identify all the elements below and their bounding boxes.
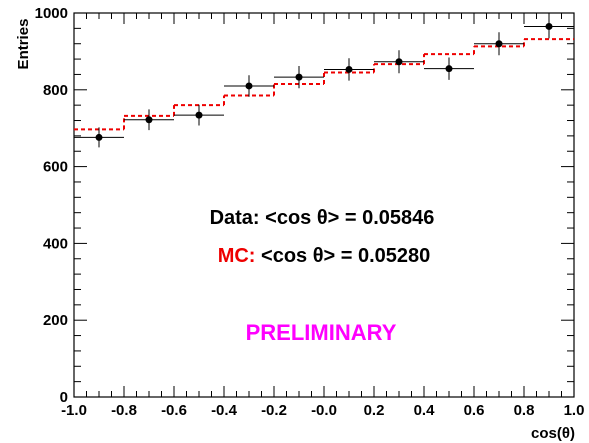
data-point <box>395 58 403 66</box>
x-tick-label: 0.8 <box>514 402 535 419</box>
x-tick-label: 0.2 <box>364 402 385 419</box>
mc-mean-prefix: MC: <box>218 245 261 267</box>
data-mean-value: <cos θ> = 0.05846 <box>265 207 434 229</box>
data-points <box>74 14 574 148</box>
y-tick-label: 600 <box>43 159 68 176</box>
mc-mean-annotation: MC: <cos θ> = 0.05280 <box>218 245 431 267</box>
x-tick-label: -1.0 <box>61 402 87 419</box>
x-tick-label: -0.6 <box>161 402 187 419</box>
data-point <box>345 65 353 73</box>
preliminary-label: PRELIMINARY <box>246 320 397 345</box>
data-point <box>145 116 153 124</box>
x-tick-label: 0.6 <box>464 402 485 419</box>
x-tick-label: -0.4 <box>211 402 238 419</box>
x-tick-label: -0.2 <box>261 402 287 419</box>
x-tick-labels: -1.0 -0.8 -0.6 -0.4 -0.2 -0.0 0.2 0.4 0.6 0.8 1.0 <box>61 402 584 419</box>
data-point <box>495 40 503 48</box>
y-tick-label: 800 <box>43 82 68 99</box>
data-point <box>545 22 553 30</box>
y-axis-label: Entries <box>15 19 32 70</box>
mc-mean-value: <cos θ> = 0.05280 <box>261 245 430 267</box>
data-point <box>95 133 103 141</box>
y-tick-label: 0 <box>60 389 68 406</box>
axis-ticks <box>73 12 575 398</box>
x-tick-label: 0.4 <box>414 402 436 419</box>
data-mean-annotation: Data: <cos θ> = 0.05846 <box>210 207 435 229</box>
x-tick-label: -0.0 <box>311 402 337 419</box>
data-point <box>245 82 253 90</box>
data-point <box>445 65 453 73</box>
y-tick-labels: 0 200 400 600 800 1000 <box>35 5 68 406</box>
y-tick-label: 400 <box>43 235 68 252</box>
preliminary-text: PRELIMINARY <box>246 320 397 345</box>
data-point <box>295 73 303 81</box>
y-tick-label: 1000 <box>35 5 68 22</box>
x-tick-label: -0.8 <box>111 402 137 419</box>
data-mean-prefix: Data: <box>210 207 266 229</box>
y-tick-label: 200 <box>43 312 68 329</box>
data-point <box>195 111 203 119</box>
x-axis-label: cos(θ) <box>531 425 575 442</box>
x-tick-label: 1.0 <box>564 402 585 419</box>
